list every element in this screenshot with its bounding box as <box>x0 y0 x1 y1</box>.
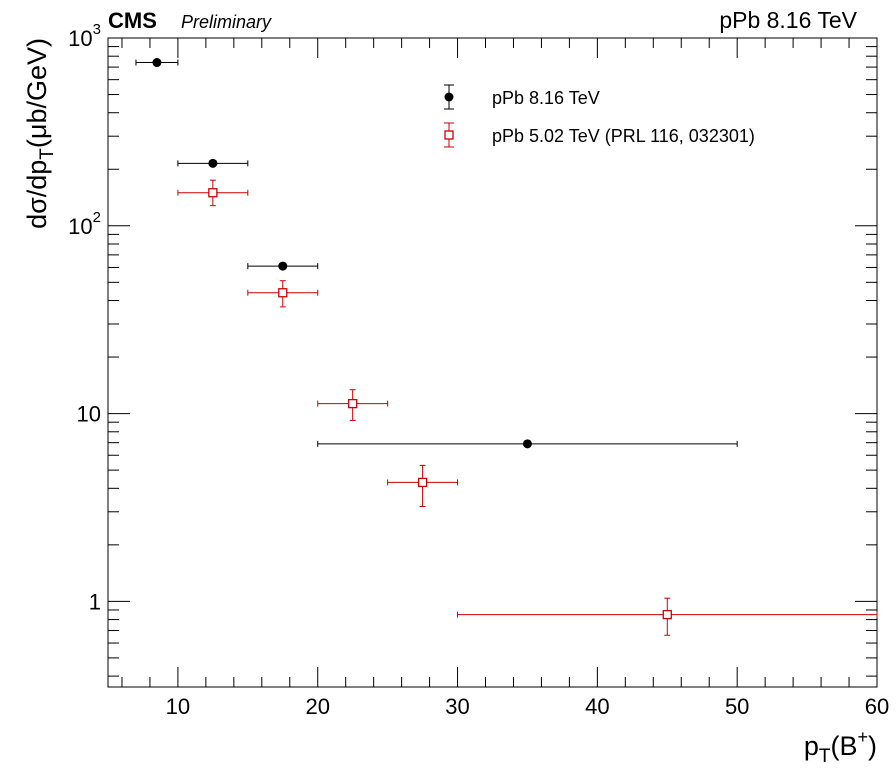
y-tick-label: 102 <box>68 209 101 239</box>
experiment-label: CMS <box>108 8 157 33</box>
data-point <box>278 261 288 271</box>
x-axis-label-close: ) <box>868 731 877 761</box>
data-point <box>522 439 532 449</box>
legend: pPb 8.16 TeV pPb 5.02 TeV (PRL 116, 0323… <box>444 84 755 148</box>
y-axis-label-main: dσ/dp <box>22 160 52 229</box>
data-point <box>348 398 358 409</box>
series-0 <box>135 58 738 449</box>
series-1 <box>177 179 878 636</box>
plot-frame <box>107 37 878 688</box>
x-tick-label: 60 <box>865 694 889 719</box>
x-tick-label: 20 <box>305 694 329 719</box>
system-label: pPb 8.16 TeV <box>719 7 857 33</box>
data-point <box>662 609 672 620</box>
y-axis-label: dσ/dpT(μb/GeV) <box>22 38 58 229</box>
data-point <box>152 58 162 68</box>
x-tick-label: 30 <box>445 694 469 719</box>
legend-label-pPb-8-16: pPb 8.16 TeV <box>492 88 600 108</box>
y-tick-label: 10 <box>77 402 101 427</box>
axis-tick-labels: 10 20 30 40 50 60 1 10 102 103 <box>68 21 889 719</box>
data-point <box>208 188 218 198</box>
axis-ticks <box>108 37 878 687</box>
y-tick-label: 103 <box>68 21 101 51</box>
y-tick-label: 1 <box>89 589 101 614</box>
x-tick-label: 40 <box>585 694 609 719</box>
x-axis-label-sup: + <box>857 727 868 747</box>
x-tick-label: 50 <box>725 694 749 719</box>
x-axis-label-open: (B <box>830 731 857 761</box>
data-point <box>208 158 218 168</box>
legend-marker-pPb-5-02 <box>444 122 454 148</box>
y-axis-label-sub: T <box>37 148 58 160</box>
data-series <box>135 58 878 636</box>
status-label: Preliminary <box>181 12 272 32</box>
legend-marker-pPb-8-16 <box>444 84 454 110</box>
x-axis-label-sub: T <box>819 746 831 767</box>
data-point <box>278 288 288 298</box>
legend-label-pPb-5-02: pPb 5.02 TeV (PRL 116, 032301) <box>492 126 755 146</box>
data-point <box>417 477 428 488</box>
y-axis-label-rest: (μb/GeV) <box>22 38 52 148</box>
x-tick-label: 10 <box>166 694 190 719</box>
x-axis-label-main: p <box>804 731 819 761</box>
x-axis-label: pT(B+) <box>804 727 877 767</box>
